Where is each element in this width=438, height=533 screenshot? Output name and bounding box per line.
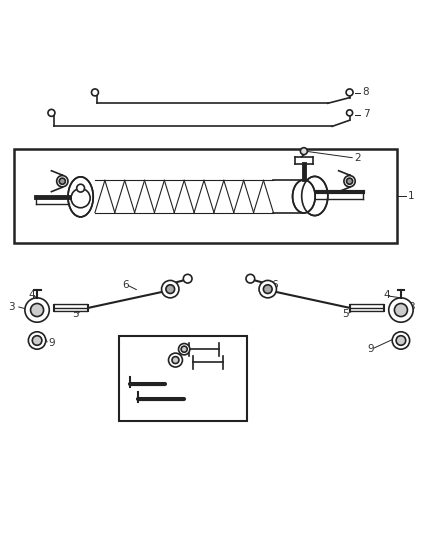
Ellipse shape xyxy=(302,176,328,215)
Text: 4: 4 xyxy=(384,290,390,300)
Circle shape xyxy=(48,109,55,116)
Bar xyxy=(119,336,247,421)
Bar xyxy=(14,149,397,243)
Circle shape xyxy=(172,357,179,364)
Text: 6: 6 xyxy=(122,280,129,290)
Circle shape xyxy=(179,344,190,355)
Ellipse shape xyxy=(293,180,315,213)
Text: 2: 2 xyxy=(354,152,360,163)
Text: 7: 7 xyxy=(363,109,369,119)
Text: 3: 3 xyxy=(408,302,415,312)
Circle shape xyxy=(166,285,175,294)
Circle shape xyxy=(184,274,192,283)
Text: 6: 6 xyxy=(271,280,278,290)
Text: 9: 9 xyxy=(48,338,55,348)
Circle shape xyxy=(344,175,355,187)
Circle shape xyxy=(392,332,410,349)
Circle shape xyxy=(92,89,99,96)
Circle shape xyxy=(346,110,353,116)
Text: 1: 1 xyxy=(408,191,414,201)
Circle shape xyxy=(59,178,65,184)
Circle shape xyxy=(25,298,49,322)
Circle shape xyxy=(246,274,254,283)
Circle shape xyxy=(31,303,44,317)
Circle shape xyxy=(396,336,406,345)
Text: 5: 5 xyxy=(72,309,78,319)
Text: 10: 10 xyxy=(188,403,201,413)
Circle shape xyxy=(346,178,353,184)
Circle shape xyxy=(263,285,272,294)
Circle shape xyxy=(346,89,353,96)
Circle shape xyxy=(259,280,276,298)
Circle shape xyxy=(28,332,46,349)
Text: 5: 5 xyxy=(342,309,348,319)
Text: 3: 3 xyxy=(8,302,14,312)
Circle shape xyxy=(394,303,407,317)
Circle shape xyxy=(169,353,183,367)
Text: 8: 8 xyxy=(363,87,369,98)
Circle shape xyxy=(181,346,187,352)
Text: 4: 4 xyxy=(28,290,35,300)
Circle shape xyxy=(57,175,68,187)
Ellipse shape xyxy=(68,177,93,217)
Circle shape xyxy=(389,298,413,322)
Text: 9: 9 xyxy=(367,344,374,354)
Circle shape xyxy=(32,336,42,345)
Circle shape xyxy=(300,148,307,155)
Circle shape xyxy=(77,184,85,192)
Circle shape xyxy=(162,280,179,298)
